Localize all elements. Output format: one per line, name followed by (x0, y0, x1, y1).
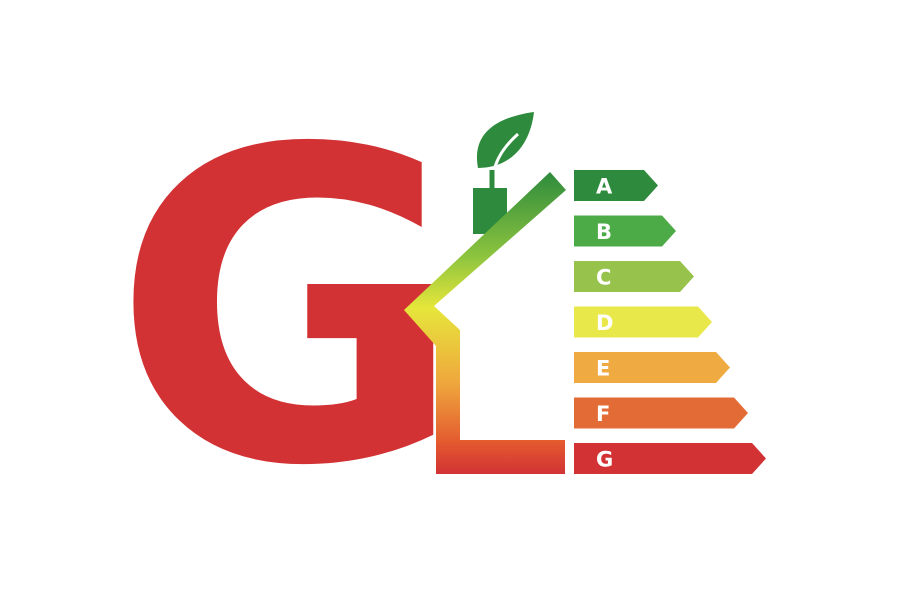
leaf-icon (476, 112, 534, 190)
energy-bar-shape (574, 397, 748, 429)
energy-bar-f: F (574, 397, 748, 429)
energy-bar-e: E (574, 352, 730, 383)
energy-bar-c: C (574, 261, 694, 292)
energy-bar-shape (574, 352, 730, 383)
energy-bar-d: D (574, 306, 712, 338)
energy-bar-a: A (574, 170, 658, 201)
energy-bar-shape (574, 306, 712, 338)
energy-bar-shape (574, 170, 658, 201)
energy-bar-label: G (596, 448, 613, 472)
energy-bar-label: D (596, 311, 613, 335)
house-wall-roof (404, 172, 566, 474)
energy-bar-shape (574, 215, 676, 247)
energy-bar-b: B (574, 215, 676, 247)
energy-bar-g: G (574, 443, 766, 474)
energy-bar-label: F (596, 402, 610, 426)
energy-bar-label: E (596, 357, 610, 381)
energy-bar-label: C (596, 266, 611, 290)
energy-bar-shape (574, 443, 766, 474)
energy-bar-shape (574, 261, 694, 292)
energy-bar-label: A (596, 175, 613, 199)
energy-bar-label: B (596, 220, 612, 244)
